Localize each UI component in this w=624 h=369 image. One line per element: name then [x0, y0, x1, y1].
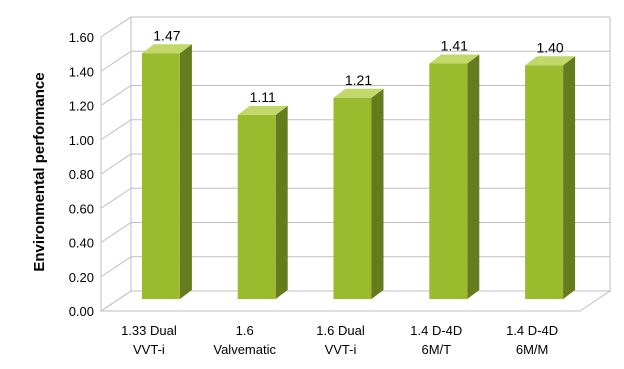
x-category-label: 6M/T: [421, 342, 451, 357]
y-axis-label: Environmental performance: [31, 72, 48, 271]
x-category-label: 1.4 D-4D: [506, 323, 558, 338]
bar-top: [333, 88, 384, 98]
bar-front: [237, 114, 276, 299]
bar: [525, 56, 576, 299]
data-label: 1.41: [441, 38, 468, 54]
data-label: 1.11: [250, 89, 276, 105]
bar: [333, 88, 384, 299]
data-label: 1.47: [153, 27, 180, 43]
x-category-label: Valvematic: [213, 342, 276, 357]
y-tick-label: 0.00: [69, 304, 94, 319]
gridline: [100, 50, 610, 72]
bar: [141, 44, 192, 300]
y-tick-label: 1.20: [69, 99, 94, 114]
bar-side: [179, 44, 192, 300]
y-tick-label: 0.60: [69, 201, 94, 216]
bar: [429, 54, 480, 299]
x-category-label: 1.4 D-4D: [410, 323, 462, 338]
x-axis-categories: 1.33 Dual VVT-i 1.6 Valvematic 1.6 Dual VVT-i…: [121, 323, 558, 357]
x-category-label: 1.6: [236, 323, 254, 338]
y-tick-label: 0.40: [69, 236, 94, 251]
bar-top: [525, 56, 576, 66]
bar-side: [467, 54, 480, 299]
data-label: 1.40: [536, 39, 563, 55]
bar-front: [333, 97, 372, 299]
x-category-label: 1.33 Dual: [121, 323, 177, 338]
bar: [237, 105, 288, 299]
y-tick-label: 1.00: [69, 133, 94, 148]
x-category-label: VVT-i: [325, 342, 357, 357]
y-tick-label: 0.80: [69, 167, 94, 182]
gridline: [100, 16, 610, 38]
bar-front: [525, 65, 564, 299]
bar-top: [237, 105, 288, 115]
y-tick-label: 1.40: [69, 64, 94, 79]
bar-front: [141, 53, 180, 300]
bar-top: [141, 44, 192, 54]
bar-side: [563, 56, 576, 299]
bar-side: [275, 105, 288, 299]
bars: [141, 44, 576, 300]
x-category-label: 6M/M: [516, 342, 549, 357]
y-tick-label: 1.60: [69, 30, 94, 45]
x-category-label: 1.6 Dual: [316, 323, 365, 338]
y-tick-label: 0.20: [69, 270, 94, 285]
data-label: 1.21: [345, 72, 372, 88]
data-labels: 1.47 1.11 1.21 1.41 1.40: [153, 27, 564, 105]
bar-front: [429, 63, 468, 299]
y-axis-ticks: 0.00 0.20 0.40 0.60 0.80 1.00 1.20 1.40 1.60: [69, 30, 94, 319]
bar-side: [371, 88, 384, 299]
bar-top: [429, 54, 480, 64]
x-category-label: VVT-i: [133, 342, 165, 357]
